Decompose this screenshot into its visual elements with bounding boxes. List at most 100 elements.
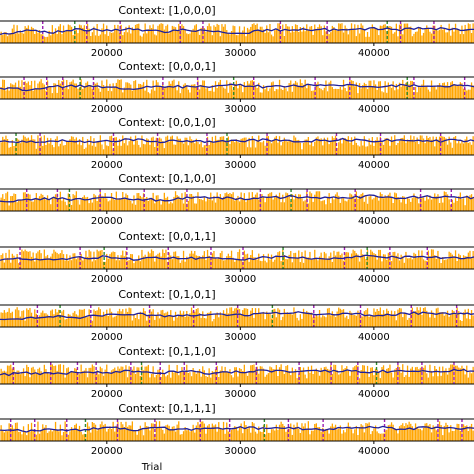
activity-bar — [229, 193, 231, 211]
activity-bar — [354, 24, 356, 43]
activity-bar — [434, 146, 436, 155]
activity-bar — [384, 372, 386, 384]
activity-bar — [354, 366, 356, 384]
activity-bar — [378, 35, 380, 43]
activity-bar — [136, 434, 138, 441]
activity-bar — [373, 27, 375, 43]
activity-bar — [438, 29, 441, 43]
activity-bar — [304, 79, 306, 99]
activity-bar — [115, 260, 117, 269]
activity-bar — [50, 310, 52, 327]
activity-bar — [80, 25, 82, 43]
activity-bar — [146, 366, 148, 384]
activity-bar — [322, 315, 324, 327]
activity-bar — [376, 89, 378, 99]
activity-bar — [349, 193, 351, 211]
activity-bar — [104, 369, 106, 384]
activity-bar — [149, 377, 151, 384]
activity-bar — [194, 251, 196, 269]
activity-bar — [213, 251, 215, 269]
activity-bar — [77, 33, 79, 43]
activity-bar — [155, 421, 157, 441]
activity-bar — [274, 369, 276, 384]
activity-bar — [469, 195, 471, 211]
activity-bar — [256, 23, 258, 43]
activity-bar — [53, 196, 55, 211]
activity-bar — [216, 139, 218, 155]
activity-bar — [176, 365, 178, 384]
activity-bar — [414, 141, 417, 155]
activity-bar — [293, 372, 295, 384]
activity-bar — [346, 201, 348, 211]
activity-bar — [472, 430, 474, 441]
activity-bar — [410, 80, 412, 99]
activity-bar — [312, 90, 314, 99]
activity-bar — [235, 367, 237, 384]
activity-bar — [347, 422, 349, 441]
activity-bar — [338, 374, 340, 384]
activity-bar — [357, 145, 359, 155]
activity-bar — [378, 311, 380, 327]
activity-bar — [82, 371, 84, 384]
activity-bar — [248, 83, 250, 99]
activity-bar — [109, 83, 111, 99]
activity-bar — [30, 256, 33, 269]
activity-bar — [94, 424, 97, 441]
activity-bar — [160, 376, 162, 384]
activity-bar — [85, 82, 87, 99]
activity-bar — [6, 86, 9, 99]
activity-bar — [203, 28, 205, 43]
activity-bar — [466, 30, 468, 43]
activity-bar — [328, 433, 330, 441]
activity-bar — [232, 310, 234, 327]
activity-bar — [283, 86, 285, 99]
activity-bar — [418, 85, 420, 99]
activity-bar — [355, 82, 357, 99]
activity-bar — [344, 138, 346, 155]
activity-bar — [304, 139, 306, 155]
activity-bar — [210, 26, 212, 43]
activity-bar — [178, 421, 180, 441]
activity-bar — [325, 31, 327, 43]
activity-bar — [312, 201, 314, 211]
activity-bar — [456, 85, 458, 99]
activity-bar — [59, 191, 61, 211]
activity-bar — [264, 145, 266, 155]
activity-bar — [146, 79, 148, 99]
running-average-line — [0, 26, 474, 36]
activity-bar — [251, 24, 253, 43]
activity-bar — [365, 36, 367, 43]
activity-bar — [301, 370, 303, 384]
activity-bar — [80, 253, 82, 269]
activity-bar — [450, 35, 452, 43]
activity-bar — [219, 312, 221, 327]
activity-bar — [232, 377, 234, 384]
activity-bar — [128, 260, 130, 269]
activity-bar — [77, 315, 79, 327]
activity-bar — [42, 194, 44, 211]
activity-bar — [50, 35, 52, 43]
activity-bar — [424, 85, 426, 99]
activity-bar — [77, 88, 79, 99]
activity-bar — [214, 202, 217, 211]
activity-bar — [349, 258, 351, 269]
activity-bar — [171, 259, 173, 269]
activity-bar — [51, 93, 53, 99]
activity-bar — [99, 135, 101, 155]
activity-bar — [277, 376, 279, 384]
activity-bar — [451, 27, 453, 43]
activity-bar — [346, 91, 348, 99]
activity-bar — [38, 367, 41, 384]
activity-bar — [58, 254, 60, 269]
activity-bar — [174, 311, 177, 327]
activity-bar — [269, 432, 271, 441]
activity-bar — [227, 33, 229, 43]
activity-bar — [94, 35, 97, 43]
activity-bar — [62, 254, 65, 269]
activity-bar — [341, 253, 343, 269]
activity-bar — [322, 257, 324, 269]
activity-bar — [3, 432, 5, 441]
activity-bar — [317, 371, 319, 384]
activity-bar — [149, 93, 151, 99]
activity-bar — [358, 146, 361, 155]
